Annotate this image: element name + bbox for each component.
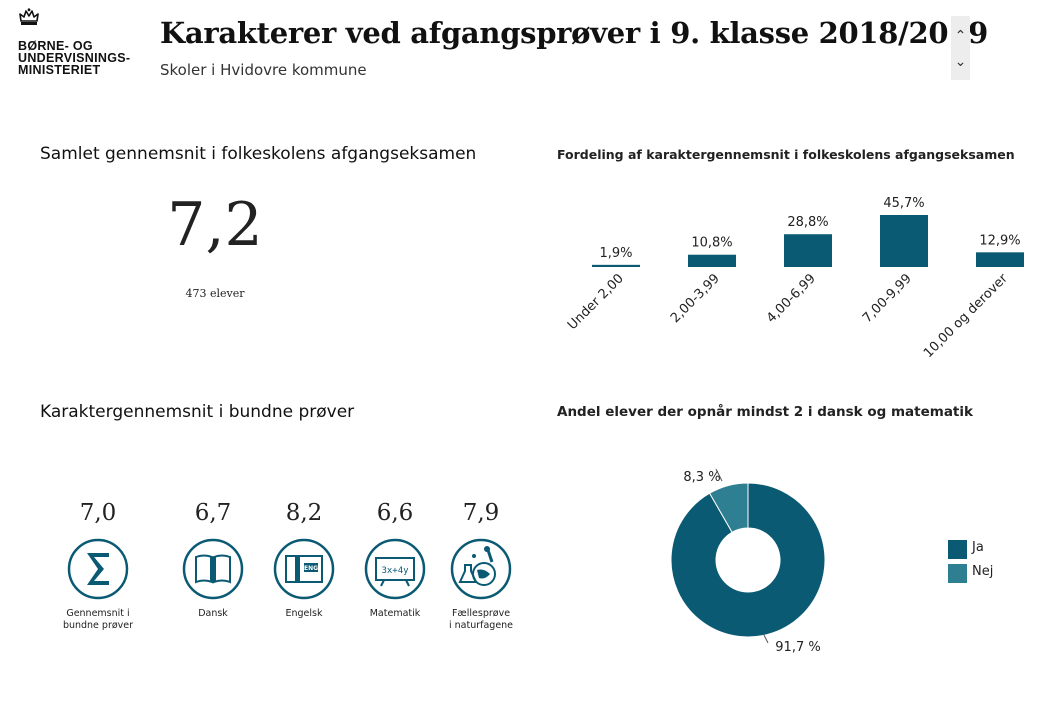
scroll-up-icon[interactable]: ⌃ — [954, 28, 967, 44]
legend-swatch-nej — [948, 564, 967, 583]
exam-value: 7,9 — [462, 500, 500, 526]
donut-chart-title: Andel elever der opnår mindst 2 i dansk … — [557, 404, 973, 420]
donut-slice-1 — [708, 482, 749, 533]
exam-label: Gennemsnit i bundne prøver — [62, 608, 134, 631]
bar-chart-title: Fordeling af karaktergennemsnit i folkes… — [557, 147, 1015, 162]
exam-label: Fællesprøve i naturfagene — [448, 608, 514, 631]
bar-data-label: 1,9% — [599, 246, 632, 261]
bar-0 — [592, 264, 640, 267]
legend-swatch-ja — [948, 540, 967, 559]
donut-slice-0 — [670, 482, 826, 638]
svg-text:3x+4y: 3x+4y — [381, 566, 409, 576]
legend-item-ja: Ja — [948, 538, 1045, 559]
exam-value: 7,0 — [79, 500, 117, 526]
math-board-icon: 3x+4y — [364, 538, 426, 600]
donut-label-ja: 91,7 % — [775, 640, 820, 655]
exam-item-average: 7,0 Gennemsnit i bundne prøver — [43, 500, 153, 632]
bar-3 — [880, 215, 928, 267]
bar-data-label: 10,8% — [691, 236, 732, 251]
crown-icon — [19, 8, 39, 25]
logo-line-1: BØRNE- OG — [18, 39, 93, 53]
pass-rate-donut-chart: 8,3 % 91,7 % — [670, 468, 826, 655]
bar-2 — [784, 234, 832, 267]
exam-item-matematik: 6,6 3x+4y Matematik — [340, 500, 450, 620]
overall-section-title: Samlet gennemsnit i folkeskolens afgangs… — [40, 144, 477, 164]
scroll-down-icon[interactable]: ⌄ — [954, 54, 967, 70]
bar-category-label: 7,00-9,99 — [860, 271, 915, 326]
exam-label: Matematik — [369, 608, 421, 619]
bar-4 — [976, 252, 1024, 267]
ministry-logo: BØRNE- OG UNDERVISNINGS- MINISTERIET — [14, 8, 144, 88]
exam-value: 6,6 — [376, 500, 414, 526]
exam-label: Engelsk — [285, 608, 323, 619]
exam-value: 6,7 — [194, 500, 232, 526]
english-book-icon: ENG — [273, 538, 335, 600]
legend-item-nej: Nej — [948, 562, 1045, 583]
bar-category-label: 4,00-6,99 — [764, 271, 819, 326]
exam-label: Dansk — [198, 608, 228, 619]
sigma-icon — [67, 538, 129, 600]
svg-text:ENG: ENG — [304, 565, 318, 572]
bar-1 — [688, 254, 736, 267]
grade-distribution-bar-chart: 1,9% Under 2,00 10,8% 2,00-3,99 28,8% 4,00-6,… — [565, 196, 1024, 361]
page-subtitle: Skoler i Hvidovre kommune — [160, 61, 367, 79]
logo-line-3: MINISTERIET — [18, 63, 101, 77]
legend-label-ja: Ja — [972, 540, 984, 555]
exam-item-naturfag: 7,9 Fællesprøve i naturfagene — [426, 500, 536, 632]
bar-data-label: 28,8% — [787, 215, 828, 230]
page-title: Karakterer ved afgangsprøver i 9. klasse… — [160, 16, 988, 50]
bar-category-label: 2,00-3,99 — [668, 271, 723, 326]
bound-exams-section-title: Karaktergennemsnit i bundne prøver — [40, 402, 355, 422]
page-scroller[interactable]: ⌃ ⌄ — [951, 16, 970, 80]
leader-line-nej — [715, 468, 723, 482]
donut-label-nej: 8,3 % — [683, 470, 720, 485]
leader-line-ja — [763, 634, 769, 644]
exam-value: 8,2 — [285, 500, 323, 526]
overall-student-count: 473 elever — [185, 287, 245, 300]
bar-category-label: 10,00 og derover — [921, 271, 1011, 361]
donut-legend: Ja Nej — [948, 538, 1038, 588]
science-icon — [450, 538, 512, 600]
logo-line-2: UNDERVISNINGS- — [18, 51, 131, 65]
exam-item-engelsk: 8,2 ENG Engelsk — [249, 500, 359, 620]
bar-data-label: 12,9% — [979, 233, 1020, 248]
overall-average-value: 7,2 — [167, 190, 263, 260]
book-icon — [182, 538, 244, 600]
bar-data-label: 45,7% — [883, 196, 924, 211]
legend-label-nej: Nej — [972, 564, 994, 579]
bar-category-label: Under 2,00 — [565, 271, 627, 333]
exam-item-dansk: 6,7 Dansk — [158, 500, 268, 620]
